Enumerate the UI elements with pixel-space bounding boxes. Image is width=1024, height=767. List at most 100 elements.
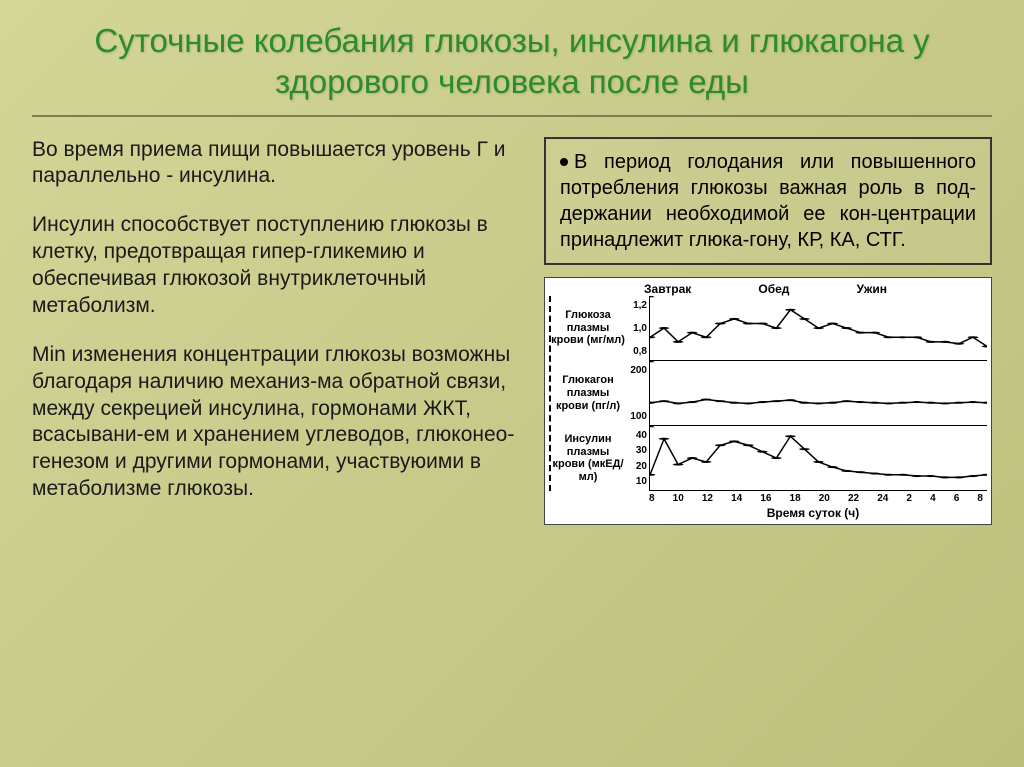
data-point [715,322,726,324]
data-point [897,336,908,338]
data-point [925,340,936,342]
right-column: В период голодания или повышенного потре… [544,137,992,526]
plot-area [649,361,987,426]
data-point [813,402,824,404]
y-tick: 1,2 [629,300,647,311]
meal-label: Завтрак [644,282,691,296]
data-point [687,457,698,459]
y-tick: 10 [629,476,647,487]
data-point [799,317,810,319]
x-tick: 2 [906,493,912,504]
data-point [673,402,684,404]
data-point [968,401,979,403]
data-point [659,327,670,329]
data-point [827,322,838,324]
x-tick: 24 [877,493,888,504]
paragraph-1: Во время приема пищи повышается уровень … [32,137,526,191]
data-point [869,472,880,474]
data-point [715,444,726,446]
data-point [813,327,824,329]
y-tick: 20 [629,461,647,472]
data-point [673,463,684,465]
y-axis-label: Глюкагон плазмы крови (пг/л) [549,374,627,412]
x-tick: 16 [760,493,771,504]
data-point [785,435,796,437]
x-tick: 4 [930,493,936,504]
data-point [855,471,866,473]
plot-area [649,426,987,491]
x-tick: 18 [790,493,801,504]
data-point [799,401,810,403]
data-point [757,401,768,403]
y-axis-label: Инсулин плазмы крови (мкЕД/мл) [549,433,627,484]
data-point [799,448,810,450]
data-point [771,400,782,402]
data-point [785,399,796,401]
data-point [939,476,950,478]
x-axis-row: 810121416182022242468 [549,493,987,504]
x-tick: 14 [731,493,742,504]
data-point [650,336,655,338]
data-point [701,461,712,463]
data-point [701,398,712,400]
chart-panels: Глюкоза плазмы крови (мг/мл)1,21,00,8Глю… [549,296,987,492]
axis-arrow-icon [650,296,655,297]
chart-panel: Глюкагон плазмы крови (пг/л)200100 [549,361,987,426]
data-point [883,474,894,476]
line-chart [650,426,987,490]
paragraph-2: Инсулин способствует поступлению глюкозы… [32,212,526,320]
chart-container: Завтрак Обед Ужин Глюкоза плазмы крови (… [544,277,992,526]
content-area: Во время приема пищи повышается уровень … [32,137,992,526]
title-divider [32,115,992,117]
data-point [687,331,698,333]
y-ticks: 1,21,00,8 [627,296,649,361]
data-point [911,336,922,338]
y-tick: 100 [629,411,647,422]
data-point [954,342,965,344]
data-point [687,401,698,403]
x-tick: 22 [848,493,859,504]
line-chart [650,361,987,425]
data-point [785,308,796,310]
callout-box: В период голодания или повышенного потре… [544,137,992,265]
axis-arrow-icon [650,361,655,362]
data-point [841,400,852,402]
callout-text: В период голодания или повышенного потре… [560,151,976,251]
x-ticks: 810121416182022242468 [649,493,987,504]
line-chart [650,296,987,360]
data-point [911,475,922,477]
data-point [729,440,740,442]
data-point [743,402,754,404]
data-point [855,331,866,333]
y-tick: 1,0 [629,323,647,334]
data-point [771,457,782,459]
data-point [659,400,670,402]
data-point [841,470,852,472]
data-point [701,336,712,338]
bullet-icon [560,158,568,166]
data-point [757,450,768,452]
data-point [771,327,782,329]
chart-panel: Глюкоза плазмы крови (мг/мл)1,21,00,8 [549,296,987,361]
left-column: Во время приема пищи повышается уровень … [32,137,526,526]
y-tick: 30 [629,445,647,456]
meal-labels-row: Завтрак Обед Ужин [549,282,987,296]
plot-area [649,296,987,361]
axis-arrow-icon [650,426,655,427]
data-point [827,401,838,403]
x-tick: 6 [954,493,960,504]
x-axis-label: Время суток (ч) [549,506,987,520]
x-tick: 8 [649,493,655,504]
data-point [827,466,838,468]
x-tick: 12 [702,493,713,504]
y-axis-label: Глюкоза плазмы крови (мг/мл) [549,309,627,347]
data-point [883,336,894,338]
data-point [939,340,950,342]
x-tick: 20 [819,493,830,504]
y-ticks: 200100 [627,361,649,426]
data-point [650,474,655,476]
paragraph-3: Min изменения концентрации глюкозы возмо… [32,342,526,503]
data-point [743,322,754,324]
data-point [968,336,979,338]
data-point [743,444,754,446]
